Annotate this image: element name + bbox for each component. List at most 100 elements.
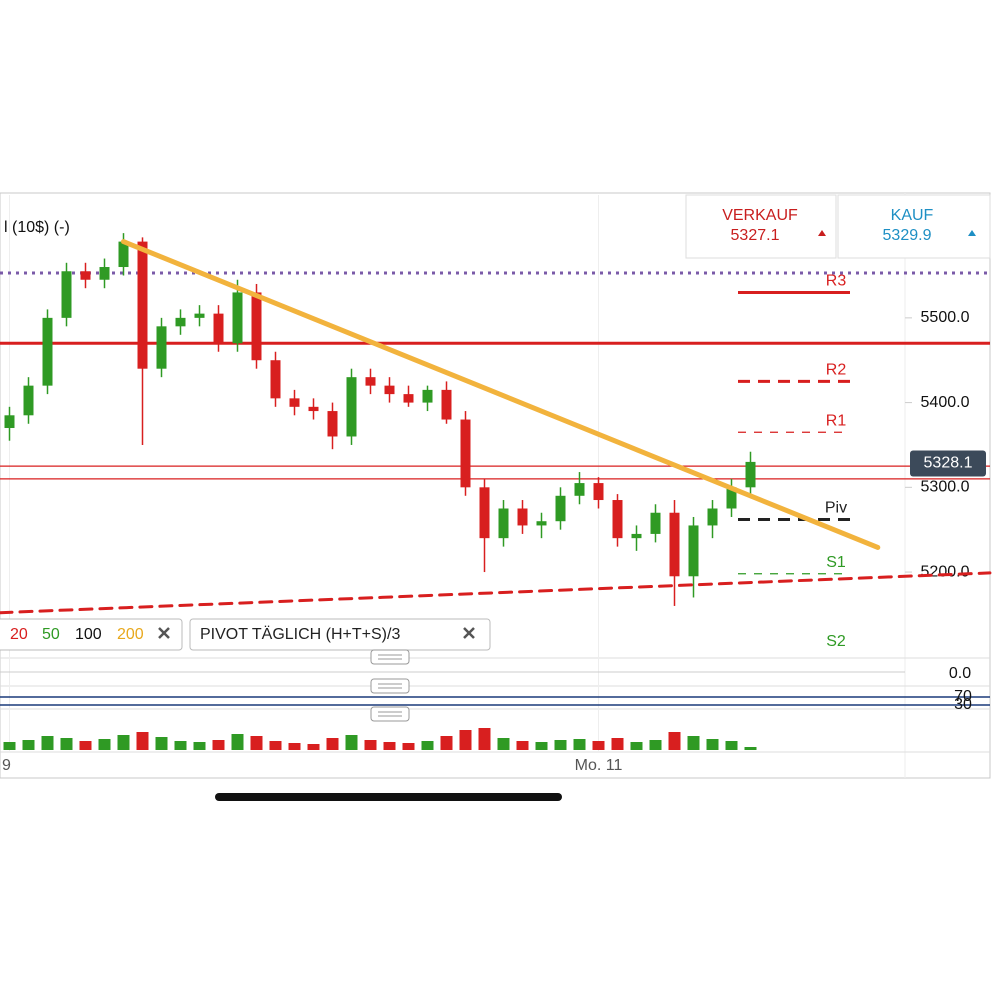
buy-label: KAUF xyxy=(891,207,934,224)
resize-handles xyxy=(370,649,410,722)
close-icon[interactable] xyxy=(463,627,475,639)
candle-body xyxy=(650,512,661,534)
candle-body xyxy=(498,508,509,539)
candle-body xyxy=(593,483,604,501)
candle-body xyxy=(327,411,338,437)
candle-body xyxy=(517,508,528,526)
x-tick-label: Mo. 11 xyxy=(575,757,623,774)
volume-bar xyxy=(231,734,244,750)
rsi-tick-label: 30 xyxy=(954,696,972,713)
pivot-legend-label: PIVOT TÄGLICH (H+T+S)/3 xyxy=(200,625,400,643)
instrument-label: l (10$) (-) xyxy=(4,219,70,236)
buy-arrow xyxy=(968,230,976,236)
candle-body xyxy=(384,385,395,395)
candle-body xyxy=(403,394,414,403)
volume-bar xyxy=(288,743,301,750)
volume-bar xyxy=(155,737,168,750)
candle-body xyxy=(631,533,642,539)
volume-bar xyxy=(136,732,149,750)
pivot-legend[interactable] xyxy=(189,618,491,651)
volume-bar xyxy=(573,739,586,750)
candle-body xyxy=(365,377,376,386)
volume-bar xyxy=(345,735,358,750)
candle-body xyxy=(612,500,623,539)
candle-body xyxy=(745,461,756,488)
volume-bar xyxy=(744,747,757,750)
resize-handle[interactable] xyxy=(370,678,410,694)
volume-bar xyxy=(3,742,16,750)
volume-bar xyxy=(630,742,643,750)
volume-bar xyxy=(269,741,282,750)
volume-bar xyxy=(649,740,662,750)
candle-body xyxy=(308,406,319,412)
volume-bar xyxy=(22,740,35,750)
candle-body xyxy=(194,313,205,318)
candle-body xyxy=(213,313,224,344)
macd-tick-label: 0.0 xyxy=(949,665,971,682)
candle-body xyxy=(669,512,680,577)
candle-body xyxy=(61,271,72,318)
volume-bar xyxy=(193,742,206,750)
ma-period: 50 xyxy=(42,626,60,643)
candle-body xyxy=(4,415,15,429)
volume-bar xyxy=(212,740,225,750)
candle-body xyxy=(232,292,243,344)
candle-body xyxy=(251,292,262,361)
pivot-label: S1 xyxy=(826,554,846,571)
candle-body xyxy=(688,525,699,577)
sell-button[interactable] xyxy=(685,194,837,259)
candle-body xyxy=(536,521,547,526)
close-icon[interactable] xyxy=(158,627,170,639)
candle-body xyxy=(42,317,53,386)
candle-body xyxy=(99,267,110,280)
x-tick-label: 9 xyxy=(2,757,11,774)
resize-handle[interactable] xyxy=(370,649,410,665)
volume-bar xyxy=(687,736,700,750)
candle-body xyxy=(726,487,737,509)
y-tick-label: 5300.0 xyxy=(921,479,970,496)
pivot-label: R1 xyxy=(826,412,847,429)
volume-bar xyxy=(592,741,605,750)
volume-bar xyxy=(516,741,529,750)
candle-body xyxy=(80,271,91,280)
volume-bar xyxy=(497,738,510,750)
pivot-label: R3 xyxy=(826,273,847,290)
y-tick-label: 5500.0 xyxy=(921,309,970,326)
candle-body xyxy=(270,360,281,399)
sell-price: 5327.1 xyxy=(731,227,780,244)
pivot-label: R2 xyxy=(826,362,847,379)
sell-arrow xyxy=(818,230,826,236)
ma-period: 100 xyxy=(75,626,102,643)
candle-body xyxy=(574,483,585,496)
volume-bar xyxy=(402,743,415,750)
candle-body xyxy=(555,495,566,522)
volume-bar xyxy=(725,741,738,750)
resize-handle[interactable] xyxy=(370,706,410,722)
volume-bar xyxy=(611,738,624,750)
ma-period: 20 xyxy=(10,626,28,643)
volume-bar xyxy=(535,742,548,750)
ma-period: 200 xyxy=(117,626,144,643)
candle-body xyxy=(137,241,148,369)
volume-bar xyxy=(174,741,187,750)
volume-bar xyxy=(307,744,320,750)
volume-bar xyxy=(554,740,567,750)
buy-price: 5329.9 xyxy=(883,227,932,244)
volume-bar xyxy=(41,736,54,750)
chart-frame xyxy=(0,192,991,779)
volume-bar xyxy=(383,742,396,750)
candle-body xyxy=(118,241,129,268)
rsi-tick-label: 70 xyxy=(954,688,972,705)
buy-button[interactable] xyxy=(837,194,991,259)
volume-bar xyxy=(364,740,377,750)
volume-bar xyxy=(440,736,453,750)
ma-legend[interactable] xyxy=(0,618,183,651)
volume-bar xyxy=(478,728,491,750)
price-tag xyxy=(910,450,986,477)
candle-body xyxy=(175,317,186,327)
sell-label: VERKAUF xyxy=(722,207,798,224)
handle-grip xyxy=(378,654,402,717)
volume-bar xyxy=(326,738,339,750)
home-indicator xyxy=(215,793,562,801)
candle-body xyxy=(422,389,433,403)
